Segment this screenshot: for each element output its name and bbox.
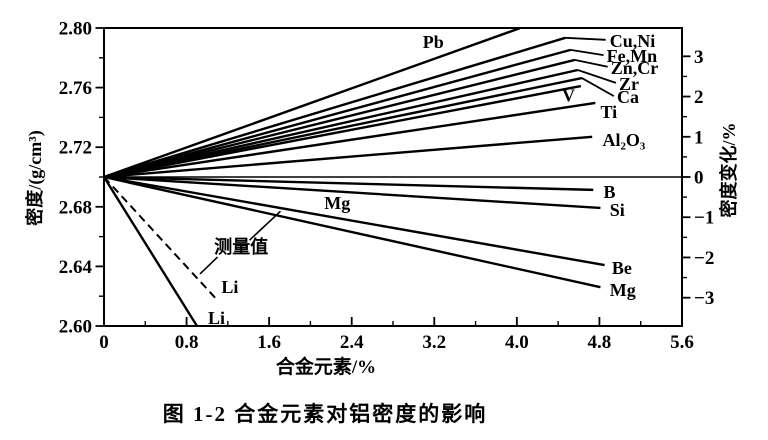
label-measured-value: 测量值 <box>214 236 268 257</box>
leader-cu-ni <box>565 36 606 41</box>
tick-label-yl-2.72: 2.72 <box>59 138 92 159</box>
line-pb <box>103 27 521 179</box>
tick-label-yl-2.8: 2.80 <box>59 19 92 40</box>
label-mg-mid: Mg <box>324 193 350 213</box>
line-al2o3 <box>103 135 593 179</box>
tick-label-yl-2.6: 2.60 <box>59 317 92 338</box>
x-axis-label: 合金元素/% <box>275 357 377 378</box>
line-fe-mn <box>103 48 571 179</box>
tick-label-x-2.4: 2.4 <box>340 332 364 353</box>
tick-label-yl-2.68: 2.68 <box>59 197 92 218</box>
measured-leader-1 <box>248 210 282 241</box>
line-b <box>103 175 594 192</box>
y-axis-label-left: 密度/(g/cm³) <box>25 130 45 226</box>
tick-label-x-4: 4.0 <box>505 332 529 353</box>
figure-caption: 图 1-2 合金元素对铝密度的影响 <box>162 402 488 426</box>
label-pb: Pb <box>423 32 444 52</box>
line-li-measured <box>103 176 217 299</box>
tick-label-yr--1: −1 <box>694 208 714 229</box>
label-v: V <box>562 86 575 106</box>
leader-zr <box>577 69 617 84</box>
line-ti <box>103 101 596 179</box>
tick-label-x-5.6: 5.6 <box>670 332 694 353</box>
label-zn-cr: Zn,Cr <box>611 58 659 78</box>
label-li-measured: Li <box>221 277 238 297</box>
label-b: B <box>604 182 616 202</box>
leader-fe-mn <box>570 48 604 56</box>
label-be: Be <box>612 258 632 278</box>
line-ca <box>103 76 583 179</box>
leader-ca <box>581 77 615 97</box>
tick-label-x-0.8: 0.8 <box>175 332 199 353</box>
tick-label-x-0: 0 <box>99 332 109 353</box>
label-mg: Mg <box>610 280 636 300</box>
tick-label-yr-3: 3 <box>694 47 704 68</box>
tick-label-yr-1: 1 <box>694 127 704 148</box>
tick-label-yr-2: 2 <box>694 87 704 108</box>
label-al2o3: Al₂O₃ <box>603 130 646 150</box>
tick-label-x-4.8: 4.8 <box>588 332 612 353</box>
label-li: Li <box>208 308 225 328</box>
label-ti: Ti <box>600 102 617 122</box>
line-mg <box>103 175 601 289</box>
line-cu-ni <box>103 36 566 179</box>
line-v <box>103 84 582 179</box>
label-si: Si <box>610 200 625 220</box>
tick-label-yr--2: −2 <box>694 248 714 269</box>
tick-label-x-3.2: 3.2 <box>422 332 446 353</box>
tick-label-yl-2.64: 2.64 <box>59 257 93 278</box>
label-zr: Zr <box>619 74 639 94</box>
tick-label-yr--3: −3 <box>694 288 714 309</box>
tick-label-x-1.6: 1.6 <box>257 332 281 353</box>
label-fe-mn: Fe,Mn <box>607 46 657 66</box>
line-si <box>103 175 601 210</box>
label-cu-ni: Cu,Ni <box>610 31 656 51</box>
line-zn-cr <box>103 58 575 179</box>
line-zr <box>103 68 579 179</box>
tick-label-yr-0: 0 <box>694 168 704 189</box>
leader-zn-cr <box>574 59 608 68</box>
measured-leader-2 <box>199 256 219 275</box>
y-axis-label-right: 密度变化/% <box>719 122 739 218</box>
label-ca: Ca <box>617 87 639 107</box>
line-be <box>103 175 605 267</box>
tick-label-yl-2.76: 2.76 <box>59 78 92 99</box>
line-li <box>102 176 198 327</box>
